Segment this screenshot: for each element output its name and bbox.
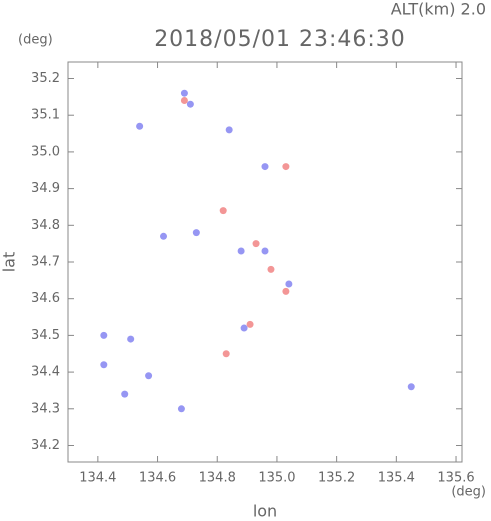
y-unit: (deg) — [18, 33, 53, 48]
y-tick-label: 35.0 — [31, 144, 60, 159]
y-label: lat — [0, 252, 19, 273]
y-tick-label: 35.2 — [31, 71, 60, 86]
header: ALT(km) 2.0 — [391, 0, 486, 19]
echo-point — [267, 265, 275, 273]
echo-point — [127, 335, 135, 343]
x-tick-label: 135.0 — [258, 471, 295, 486]
x-tick-label: 135.6 — [437, 471, 474, 486]
echo-point — [282, 287, 290, 295]
echo-point — [145, 372, 153, 380]
echo-point — [177, 405, 185, 413]
chart-title: 2018/05/01 23:46:30 — [154, 27, 406, 52]
plot-frame — [67, 61, 463, 463]
echo-point — [222, 350, 230, 358]
echo-point — [100, 331, 108, 339]
x-tick-label: 135.2 — [318, 471, 355, 486]
echo-point — [100, 361, 108, 369]
echo-point — [225, 126, 233, 134]
echo-point — [160, 232, 168, 240]
echo-point — [246, 320, 254, 328]
echo-point — [282, 163, 290, 171]
echo-point — [180, 97, 188, 105]
echo-point — [252, 240, 260, 248]
echo-point — [219, 207, 227, 215]
x-label: lon — [253, 502, 277, 521]
x-tick-label: 134.8 — [199, 471, 236, 486]
x-tick-label: 134.6 — [139, 471, 176, 486]
y-tick-label: 34.3 — [31, 401, 60, 416]
echo-point — [261, 247, 269, 255]
echo-point — [285, 280, 293, 288]
y-tick-label: 34.2 — [31, 438, 60, 453]
echo-point — [180, 89, 188, 97]
y-tick-label: 34.9 — [31, 181, 60, 196]
x-tick-label: 135.4 — [378, 471, 415, 486]
echo-point — [261, 163, 269, 171]
echo-point — [240, 324, 248, 332]
y-tick-label: 34.8 — [31, 218, 60, 233]
y-tick-label: 34.5 — [31, 328, 60, 343]
y-tick-label: 35.1 — [31, 108, 60, 123]
echo-point — [237, 247, 245, 255]
echo-point — [407, 383, 415, 391]
echo-point — [186, 100, 194, 108]
echo-point — [136, 122, 144, 130]
echo-point — [121, 390, 129, 398]
y-tick-label: 34.4 — [31, 365, 60, 380]
x-tick-label: 134.4 — [79, 471, 116, 486]
echo-point — [192, 229, 200, 237]
y-tick-label: 34.6 — [31, 291, 60, 306]
y-tick-label: 34.7 — [31, 255, 60, 270]
x-unit: (deg) — [451, 485, 486, 500]
